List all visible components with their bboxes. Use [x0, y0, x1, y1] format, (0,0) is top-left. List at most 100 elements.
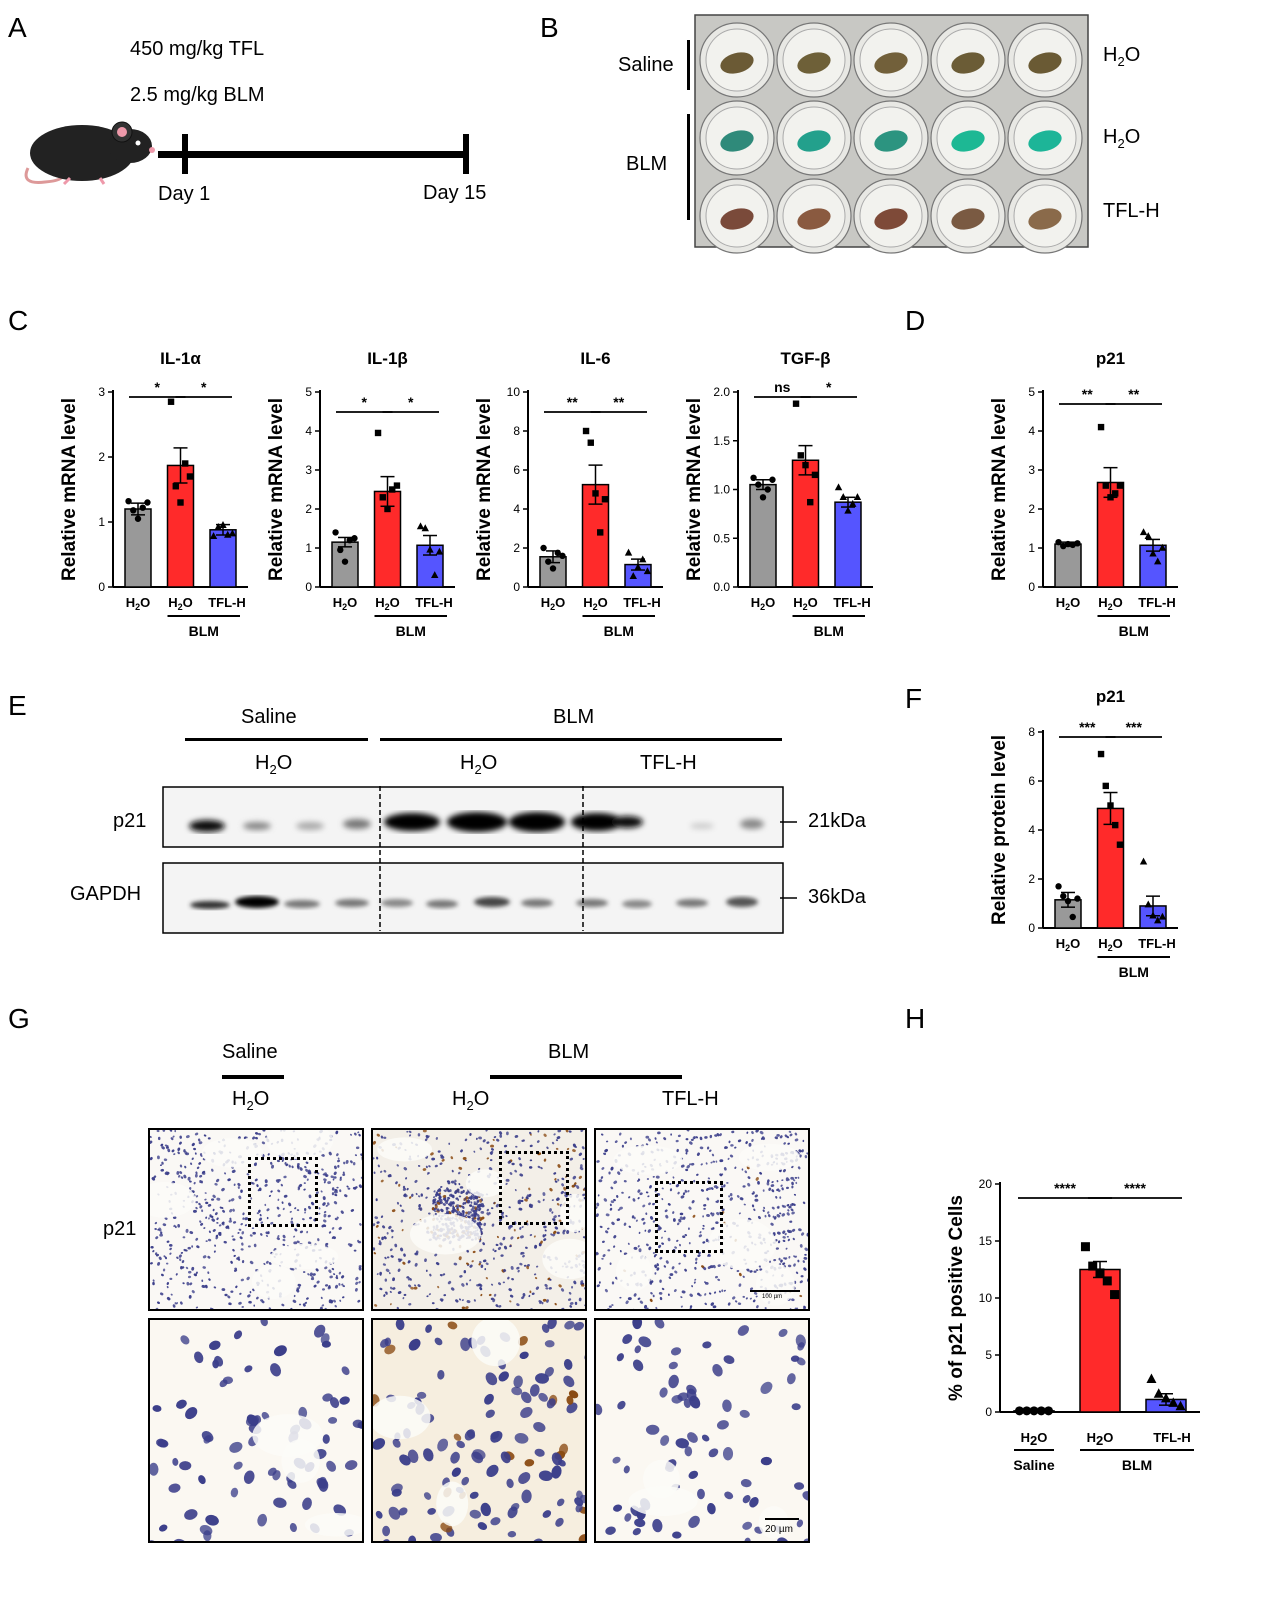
y-tick-label: 0 — [1028, 921, 1035, 935]
g-blm-label: BLM — [548, 1041, 590, 1063]
data-point — [597, 529, 604, 536]
y-tick-label: 0.5 — [713, 531, 730, 545]
x-tick-label: H2O — [1021, 1430, 1048, 1448]
data-point — [792, 400, 800, 407]
data-point — [1055, 883, 1062, 890]
data-point — [811, 471, 819, 479]
lung-tissue — [720, 130, 754, 152]
g-tflh: TFL-H — [662, 1088, 719, 1110]
y-tick-label: 3 — [305, 463, 312, 477]
x-tick-label: TFL-H — [1138, 595, 1176, 610]
data-point — [1022, 1406, 1032, 1416]
data-point — [1097, 423, 1105, 431]
data-point — [1095, 1268, 1105, 1278]
data-point — [384, 505, 391, 513]
y-tick-label: 4 — [1028, 823, 1035, 837]
y-tick-label: 3 — [1028, 463, 1035, 477]
data-point — [144, 499, 151, 506]
histology-saline-high — [148, 1318, 364, 1543]
day-1: Day 1 — [158, 183, 211, 205]
x-tick-label: H2O — [1056, 595, 1081, 612]
data-point — [435, 547, 444, 555]
data-point — [1139, 857, 1148, 865]
b-blm-label: BLM — [626, 153, 668, 175]
lung-tissue — [720, 52, 754, 74]
y-tick-label: 4 — [513, 502, 520, 516]
y-tick-label: 1 — [305, 541, 312, 555]
x-tick-label: H2O — [375, 595, 400, 612]
y-tick-label: 0.0 — [713, 580, 730, 594]
y-tick-label: 2.0 — [713, 385, 730, 399]
group-label: BLM — [396, 623, 426, 639]
panel-label-h: H — [905, 1003, 926, 1034]
data-point — [379, 494, 386, 501]
y-tick-label: 1.5 — [713, 434, 730, 448]
zoom-box-tfl — [655, 1181, 723, 1253]
data-point — [172, 483, 179, 490]
data-point — [1149, 549, 1157, 557]
scale-bar-low — [750, 1290, 800, 1292]
chart-title: TGF-β — [780, 349, 830, 368]
data-point — [1102, 782, 1109, 790]
chart-title: p21 — [1096, 349, 1125, 368]
panel-label-a: A — [8, 12, 27, 43]
data-point — [1080, 1242, 1090, 1252]
y-tick-label: 6 — [513, 463, 520, 477]
zoom-box-blm — [499, 1151, 569, 1225]
chart-il6: IL-6 Relative mRNA level 0 2 4 6 8 10 ** ** H2O H2O… — [474, 349, 663, 639]
group-label: Saline — [1013, 1457, 1054, 1473]
mouse-icon — [24, 121, 155, 186]
y-tick-label: 4 — [1028, 424, 1035, 438]
y-axis-label: Relative mRNA level — [266, 398, 287, 581]
data-point — [624, 548, 633, 556]
e-saline-line — [185, 738, 368, 741]
data-point — [228, 529, 237, 537]
chart-p21pos: % of p21 positive Cells 0 5 10 15 20 **** **** H… — [946, 1177, 1200, 1473]
group-label: BLM — [189, 623, 219, 639]
x-tick-label: TFL-H — [1138, 936, 1176, 951]
y-tick-label: 6 — [1028, 774, 1035, 788]
y-axis-label: Relative mRNA level — [684, 398, 705, 581]
group-label: BLM — [1119, 623, 1149, 639]
nuclei — [373, 1320, 585, 1541]
scale-bar-high — [765, 1518, 799, 1520]
scale-text-high: 20 µm — [765, 1524, 793, 1535]
data-point — [807, 498, 814, 506]
significance-label: * — [155, 379, 161, 395]
data-point — [1112, 490, 1119, 497]
y-tick-label: 10 — [979, 1291, 993, 1305]
chart-title: IL-1β — [367, 349, 408, 368]
data-point — [559, 552, 566, 559]
data-point — [1153, 1388, 1164, 1398]
chart-il1b: IL-1β Relative mRNA level 0 1 2 3 4 5 * * H2O H2O TF… — [266, 349, 455, 639]
g-saline-line — [222, 1075, 284, 1079]
data-point — [582, 427, 590, 435]
y-tick-label: 1 — [98, 515, 105, 529]
x-tick-label: H2O — [751, 595, 776, 612]
bar — [166, 464, 195, 588]
y-tick-label: 2 — [98, 450, 105, 464]
lung-tissue — [797, 52, 831, 74]
data-point — [416, 522, 425, 530]
kda-21: 21kDa — [808, 810, 866, 832]
x-tick-label: TFL-H — [1153, 1430, 1191, 1445]
data-point — [1036, 1406, 1046, 1416]
data-point — [592, 490, 599, 497]
data-point — [1110, 1290, 1120, 1300]
x-tick-label: H2O — [1087, 1430, 1114, 1448]
bar — [834, 501, 862, 588]
data-point — [1112, 821, 1119, 829]
chart-title: IL-1α — [160, 349, 201, 368]
data-point — [1158, 912, 1167, 920]
y-tick-label: 3 — [98, 385, 105, 399]
data-point — [1158, 543, 1167, 551]
group-label: BLM — [604, 623, 634, 639]
significance-label: ** — [567, 394, 578, 410]
mouse-timeline — [24, 121, 469, 186]
data-point — [337, 546, 344, 554]
y-tick-label: 1.0 — [713, 483, 730, 497]
g-h2o-saline: H2O — [232, 1088, 270, 1113]
y-tick-label: 10 — [507, 385, 521, 399]
data-point — [540, 544, 547, 552]
g-p21-label: p21 — [103, 1218, 137, 1240]
